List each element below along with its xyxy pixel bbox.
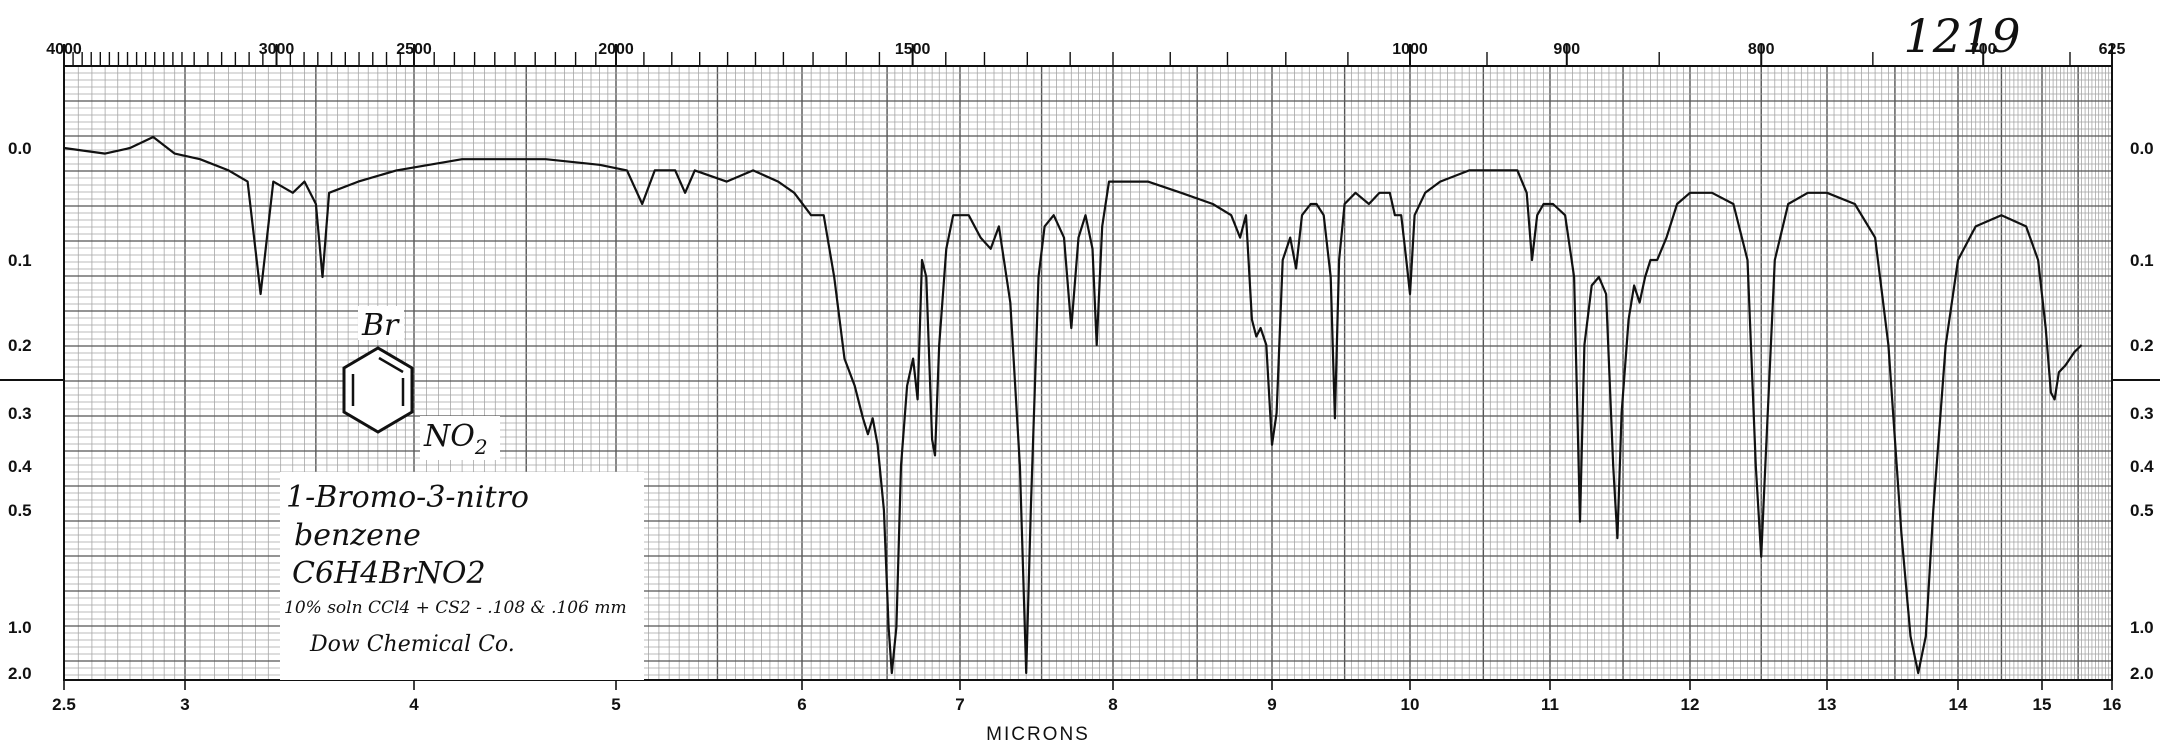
y-axis-tick-label-left: 2.0 <box>8 664 32 683</box>
y-axis-tick-label-left: 0.4 <box>8 457 32 476</box>
y-axis-tick-label-right: 0.2 <box>2130 336 2154 355</box>
source-lab: Dow Chemical Co. <box>310 632 515 657</box>
y-axis-tick-label-right: 2.0 <box>2130 664 2154 683</box>
x-axis-tick-label: 9 <box>1267 695 1276 714</box>
y-axis-tick-label-left: 0.5 <box>8 501 32 520</box>
y-axis-tick-label-left: 0.0 <box>8 139 32 158</box>
top-axis-tick-label: 4000 <box>46 41 82 58</box>
x-axis-tick-label: 11 <box>1541 695 1559 714</box>
catalog-number: 1219 <box>1903 9 2020 63</box>
y-axis-tick-label-left: 1.0 <box>8 618 32 637</box>
top-axis-tick-label: 2500 <box>396 41 432 58</box>
x-axis-tick-label: 16 <box>2103 695 2122 714</box>
y-axis-tick-label-left: 0.3 <box>8 404 32 423</box>
compound-name-line2: benzene <box>294 518 421 553</box>
bromo-label: Br <box>361 308 400 343</box>
axis-ticks <box>63 44 2113 690</box>
compound-info-card: 1-Bromo-3-nitro benzene C6H4BrNO2 10% so… <box>280 472 644 680</box>
spectrum-trace <box>63 135 2083 675</box>
top-axis-tick-label: 1500 <box>895 41 931 58</box>
sample-conditions: 10% soln CCl4 + CS2 - .108 & .106 mm <box>284 598 627 618</box>
top-axis-tick-label: 1000 <box>1392 41 1428 58</box>
y-axis-tick-label-right: 0.0 <box>2130 139 2154 158</box>
y-axis-tick-label-right: 0.5 <box>2130 501 2154 520</box>
y-axis-tick-label-right: 0.1 <box>2130 251 2154 270</box>
y-axis-tick-label-left: 0.1 <box>8 251 32 270</box>
y-axis-tick-label-right: 0.4 <box>2130 457 2154 476</box>
y-axis-tick-label-left: 0.2 <box>8 336 32 355</box>
x-axis-tick-label: 13 <box>1818 695 1837 714</box>
plot-frame <box>0 65 2160 681</box>
x-axis-tick-label: 12 <box>1681 695 1700 714</box>
x-axis-tick-label: 15 <box>2033 695 2052 714</box>
x-axis-tick-label: 6 <box>797 695 806 714</box>
x-axis-tick-label: 14 <box>1949 695 1968 714</box>
nitro-label: NO2 <box>423 419 488 459</box>
x-axis-tick-label: 5 <box>611 695 620 714</box>
plot-border <box>63 65 2113 681</box>
top-axis-tick-label: 700 <box>1970 41 1997 58</box>
x-axis-tick-label: 2.5 <box>52 695 76 714</box>
x-axis-tick-label: 3 <box>180 695 189 714</box>
y-axis-tick-label-right: 0.3 <box>2130 404 2154 423</box>
top-axis-tick-label: 3000 <box>259 41 295 58</box>
top-axis-tick-label: 800 <box>1748 41 1775 58</box>
compound-name-line1: 1-Bromo-3-nitro <box>286 480 529 515</box>
benzene-structure: Br NO2 <box>342 306 500 460</box>
nitro-label-sub: 2 <box>474 435 488 459</box>
molecular-formula: C6H4BrNO2 <box>292 556 486 591</box>
top-axis-tick-label: 625 <box>2099 41 2126 58</box>
x-axis-tick-label: 10 <box>1401 695 1420 714</box>
x-axis-tick-label: 7 <box>955 695 964 714</box>
nitro-label-main: NO <box>423 419 475 454</box>
x-axis-label: MICRONS <box>986 724 1090 745</box>
x-axis-tick-label: 8 <box>1108 695 1117 714</box>
top-axis-tick-label: 2000 <box>598 41 634 58</box>
x-axis-tick-label: 4 <box>409 695 419 714</box>
top-axis-tick-label: 900 <box>1553 41 1580 58</box>
y-axis-tick-label-right: 1.0 <box>2130 618 2154 637</box>
